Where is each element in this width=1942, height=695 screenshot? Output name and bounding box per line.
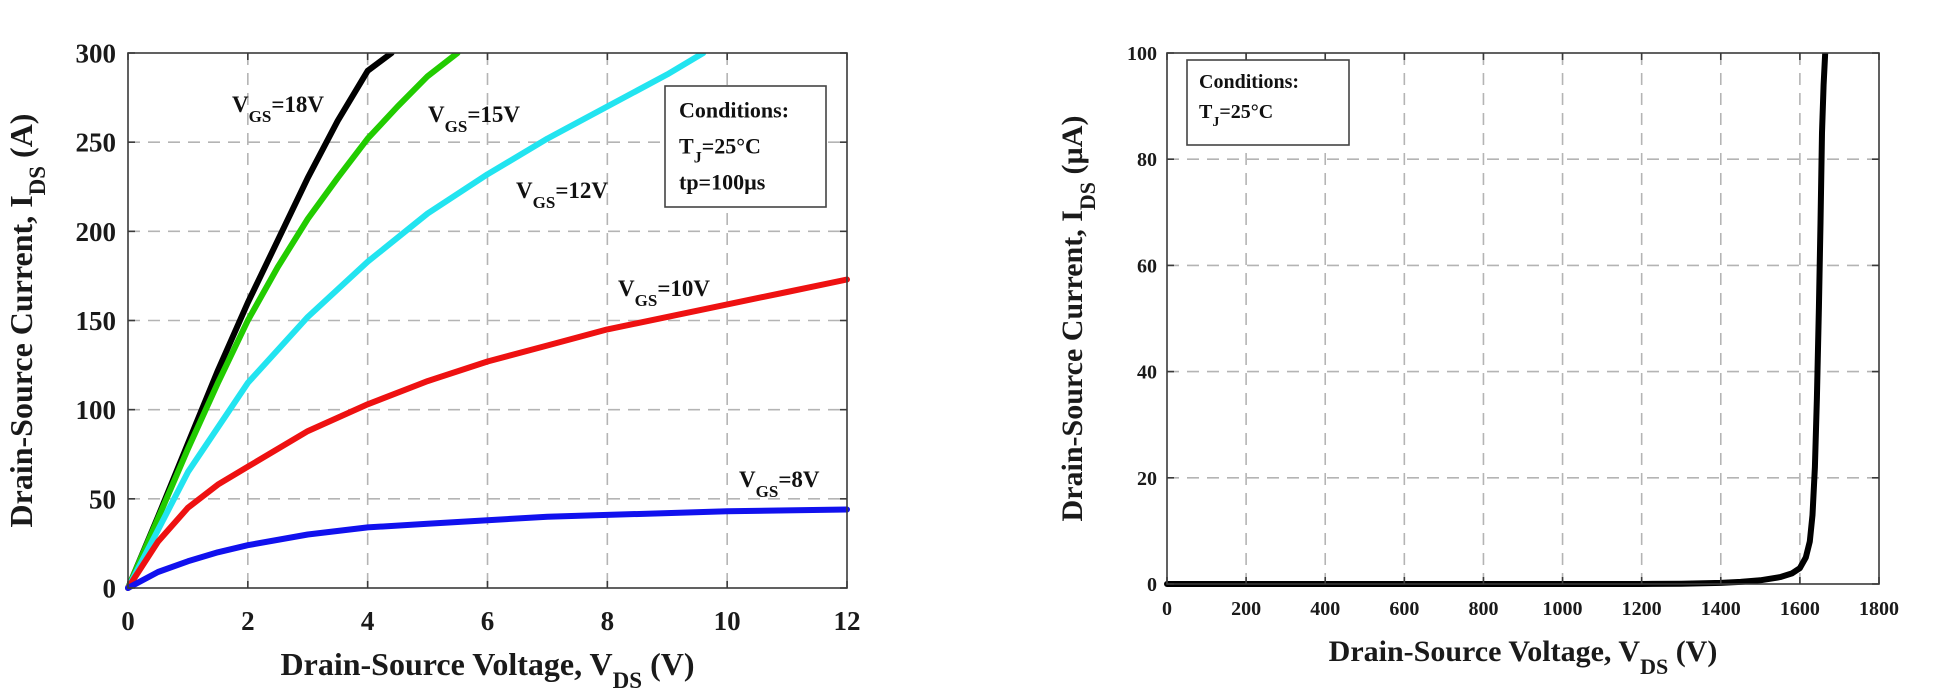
x-tick-label: 6 bbox=[481, 606, 495, 636]
text-rest: =18V bbox=[271, 92, 324, 117]
text-rest: =10V bbox=[657, 276, 710, 301]
text-subscript: DS bbox=[25, 166, 50, 195]
x-tick-label: 200 bbox=[1231, 598, 1261, 620]
conditions-box-frame bbox=[1186, 59, 1350, 146]
text-rest: (V) bbox=[1668, 635, 1717, 668]
series-line-5 bbox=[125, 506, 850, 591]
text-subscript: GS bbox=[756, 482, 779, 501]
text-rest: (V) bbox=[642, 646, 694, 682]
conditions-line: tp=100µs bbox=[679, 170, 766, 195]
conditions-box: Conditions: TJ=25°C bbox=[1186, 59, 1350, 146]
text-rest: (A) bbox=[3, 114, 39, 166]
chart-2: 0 200 400 600 800 1000 1200 1400 1600 1800 0 20 40 60… bbox=[1056, 43, 1899, 679]
conditions-line: TJ=25°C bbox=[679, 134, 761, 167]
y-tick-label: 80 bbox=[1137, 149, 1157, 171]
text-subscript: GS bbox=[249, 107, 272, 126]
x-tick-label: 1000 bbox=[1543, 598, 1583, 620]
x-tick-label: 0 bbox=[121, 606, 135, 636]
x-tick-label: 400 bbox=[1310, 598, 1340, 620]
x-tick-label: 1800 bbox=[1859, 598, 1899, 620]
text-main: Drain-Source Voltage, V bbox=[1329, 635, 1641, 668]
series-label-1: VGS=18V bbox=[232, 92, 324, 126]
text-subscript: J bbox=[694, 149, 702, 166]
text-subscript: GS bbox=[445, 117, 468, 136]
conditions-line: TJ=25°C bbox=[1199, 101, 1273, 130]
y-tick-label: 300 bbox=[76, 38, 117, 68]
x-tick-label: 4 bbox=[361, 606, 375, 636]
y-tick-label: 20 bbox=[1137, 468, 1157, 490]
x-tick-label: 1200 bbox=[1622, 598, 1662, 620]
text-rest: =15V bbox=[467, 102, 520, 127]
x-tick-label: 600 bbox=[1389, 598, 1419, 620]
text-rest: =8V bbox=[778, 467, 820, 492]
text-main: Drain-Source Current, I bbox=[3, 195, 39, 527]
series-label-5: VGS=8V bbox=[739, 467, 820, 501]
x-tick-label: 1400 bbox=[1701, 598, 1741, 620]
text-subscript: GS bbox=[635, 291, 658, 310]
text-subscript: DS bbox=[1075, 182, 1100, 210]
x-tick-label: 10 bbox=[714, 606, 741, 636]
text-subscript: DS bbox=[613, 668, 642, 693]
text-main: Drain-Source Voltage, V bbox=[281, 646, 613, 682]
y-tick-label: 50 bbox=[89, 484, 116, 514]
y-tick-label: 150 bbox=[76, 306, 117, 336]
y-tick-label: 0 bbox=[1147, 574, 1157, 596]
y-tick-label: 0 bbox=[103, 573, 117, 603]
series-line-3 bbox=[125, 53, 707, 591]
text-main: Drain-Source Current, I bbox=[1056, 210, 1089, 521]
series-line-2 bbox=[125, 53, 461, 591]
chart-1: 0 2 4 6 8 10 12 0 50 100 150 200 250 300 Drain-Source … bbox=[3, 38, 861, 692]
y-tick-label: 60 bbox=[1137, 255, 1157, 277]
x-tick-label: 2 bbox=[241, 606, 255, 636]
text-rest: =25°C bbox=[1219, 101, 1273, 123]
text-main: V bbox=[739, 467, 756, 492]
x-tick-label: 12 bbox=[834, 606, 861, 636]
series-label-4: VGS=10V bbox=[618, 276, 710, 310]
text-subscript: J bbox=[1212, 115, 1219, 130]
x-tick-label: 800 bbox=[1468, 598, 1498, 620]
text-main: T bbox=[679, 134, 694, 159]
x-axis-label: Drain-Source Voltage, VDS (V) bbox=[1329, 635, 1718, 679]
y-tick-label: 40 bbox=[1137, 362, 1157, 384]
text-subscript: GS bbox=[533, 193, 556, 212]
x-axis-label: Drain-Source Voltage, VDS (V) bbox=[281, 646, 695, 693]
text-main: V bbox=[618, 276, 635, 301]
y-tick-label: 200 bbox=[76, 217, 117, 247]
text-main: V bbox=[516, 178, 533, 203]
text-rest: (µA) bbox=[1056, 116, 1089, 182]
y-tick-label: 100 bbox=[1127, 43, 1157, 65]
text-main: V bbox=[232, 92, 249, 117]
conditions-box: Conditions: TJ=25°C tp=100µs bbox=[664, 85, 827, 208]
y-tick-label: 250 bbox=[76, 128, 117, 158]
text-rest: =25°C bbox=[702, 134, 761, 159]
y-axis-label: Drain-Source Current, IDS (A) bbox=[3, 114, 50, 528]
plot-frame bbox=[1166, 52, 1880, 585]
x-tick-label: 0 bbox=[1162, 598, 1172, 620]
y-tick-label: 100 bbox=[76, 395, 117, 425]
series-label-3: VGS=12V bbox=[516, 178, 608, 212]
x-tick-label: 8 bbox=[601, 606, 615, 636]
conditions-line: Conditions: bbox=[679, 98, 789, 123]
x-tick-label: 1600 bbox=[1780, 598, 1820, 620]
series-line-4 bbox=[125, 276, 850, 591]
series-label-2: VGS=15V bbox=[428, 102, 520, 136]
conditions-box-frame bbox=[664, 85, 827, 208]
text-main: T bbox=[1199, 101, 1213, 123]
conditions-line: Conditions: bbox=[1199, 71, 1299, 93]
text-subscript: DS bbox=[1640, 654, 1668, 679]
text-rest: =12V bbox=[555, 178, 608, 203]
y-axis-label: Drain-Source Current, IDS (µA) bbox=[1056, 116, 1100, 522]
text-main: V bbox=[428, 102, 445, 127]
